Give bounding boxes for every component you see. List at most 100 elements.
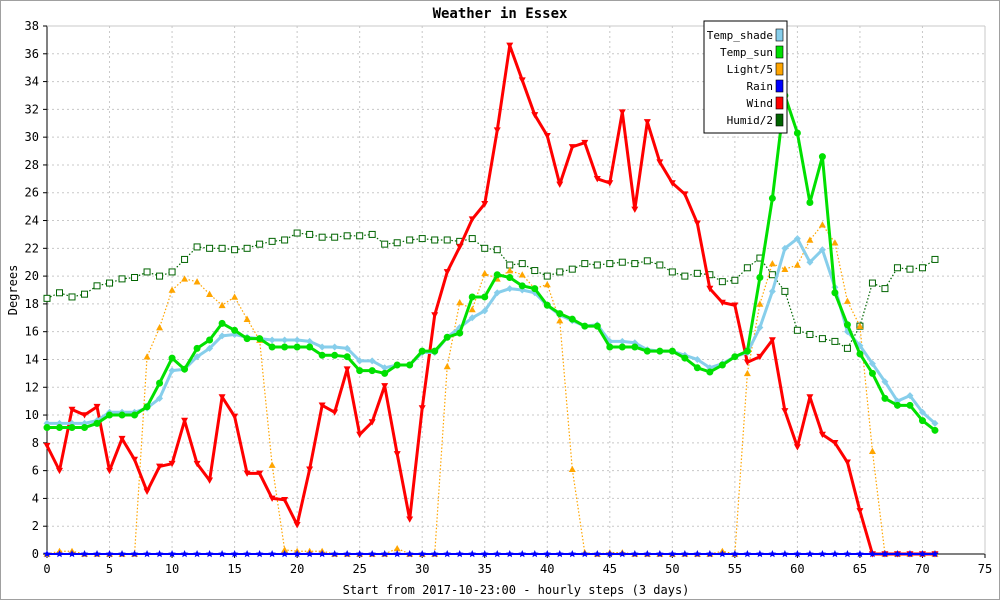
- legend-swatch: [775, 62, 784, 76]
- data-point: [331, 343, 339, 351]
- data-point: [518, 77, 526, 84]
- data-point: [456, 299, 464, 306]
- data-point: [318, 233, 326, 241]
- data-point: [506, 273, 514, 281]
- data-point: [231, 246, 239, 254]
- data-point: [143, 353, 151, 360]
- data-point: [318, 351, 326, 359]
- x-tick-label: 40: [540, 562, 554, 576]
- data-point: [331, 409, 339, 416]
- data-point: [156, 324, 164, 331]
- series-rain: [43, 550, 939, 558]
- data-point: [343, 344, 351, 352]
- data-point: [793, 261, 801, 268]
- data-point: [718, 278, 726, 286]
- data-point: [631, 206, 639, 213]
- y-tick-label: 4: [32, 491, 39, 505]
- legend-swatch: [775, 45, 784, 59]
- data-point: [456, 244, 464, 251]
- legend-label: Rain: [747, 80, 774, 93]
- data-point: [818, 246, 826, 254]
- data-point: [656, 550, 664, 558]
- data-point: [868, 369, 876, 377]
- x-tick-label: 10: [165, 562, 179, 576]
- data-point: [743, 347, 751, 355]
- data-point: [393, 239, 401, 247]
- data-point: [393, 544, 401, 552]
- data-point: [393, 451, 401, 458]
- data-point: [356, 232, 364, 240]
- data-point: [481, 269, 489, 277]
- data-point: [218, 301, 226, 309]
- data-point: [281, 497, 289, 504]
- data-point: [343, 550, 351, 558]
- data-point: [293, 229, 301, 237]
- data-point: [806, 550, 814, 558]
- data-point: [356, 357, 364, 365]
- data-point: [856, 350, 864, 358]
- y-tick-label: 10: [25, 408, 39, 422]
- data-point: [831, 337, 839, 345]
- data-point: [106, 279, 114, 287]
- data-point: [368, 367, 376, 375]
- data-point: [56, 289, 64, 297]
- data-point: [193, 550, 201, 558]
- series-line: [47, 237, 936, 425]
- series-line: [46, 224, 935, 555]
- data-point: [768, 550, 777, 558]
- data-point: [405, 550, 414, 558]
- data-point: [81, 424, 89, 432]
- data-point: [143, 488, 151, 495]
- data-point: [781, 265, 789, 272]
- data-point: [468, 293, 476, 301]
- data-point: [431, 312, 439, 319]
- data-point: [256, 240, 264, 248]
- data-point: [593, 176, 601, 183]
- legend: Temp_shade Temp_sun Light/5 Rain Wind Humid/2: [703, 20, 788, 134]
- data-point: [81, 290, 89, 298]
- data-point: [393, 361, 401, 369]
- y-axis-title: Degrees: [6, 265, 20, 316]
- data-point: [168, 354, 176, 362]
- data-point: [381, 364, 389, 372]
- data-point: [593, 261, 601, 269]
- data-point: [118, 550, 126, 558]
- data-point: [480, 550, 489, 558]
- data-point: [881, 394, 889, 402]
- data-point: [843, 459, 851, 466]
- y-tick-label: 34: [25, 75, 39, 89]
- data-point: [368, 230, 376, 238]
- data-point: [818, 550, 827, 558]
- data-point: [406, 361, 414, 369]
- data-point: [906, 401, 914, 409]
- data-point: [568, 265, 576, 273]
- data-point: [643, 347, 651, 355]
- data-point: [568, 550, 577, 558]
- data-point: [856, 322, 864, 329]
- data-point: [406, 516, 414, 523]
- y-tick-label: 22: [25, 241, 39, 255]
- data-point: [568, 465, 576, 473]
- data-point: [893, 264, 901, 272]
- data-point: [231, 293, 239, 300]
- data-point: [555, 550, 564, 558]
- data-point: [431, 347, 439, 355]
- data-point: [118, 411, 126, 419]
- data-point: [268, 336, 276, 344]
- x-tick-label: 45: [603, 562, 617, 576]
- data-point: [793, 129, 801, 137]
- data-point: [518, 282, 526, 290]
- data-point: [318, 550, 326, 558]
- data-point: [518, 550, 527, 558]
- data-point: [631, 343, 639, 351]
- data-point: [681, 550, 689, 558]
- data-point: [156, 394, 164, 402]
- data-point: [55, 550, 64, 558]
- x-tick-label: 70: [915, 562, 929, 576]
- data-point: [568, 315, 576, 323]
- data-point: [468, 305, 476, 313]
- data-point: [831, 550, 839, 558]
- data-point: [368, 550, 376, 558]
- data-point: [906, 550, 914, 558]
